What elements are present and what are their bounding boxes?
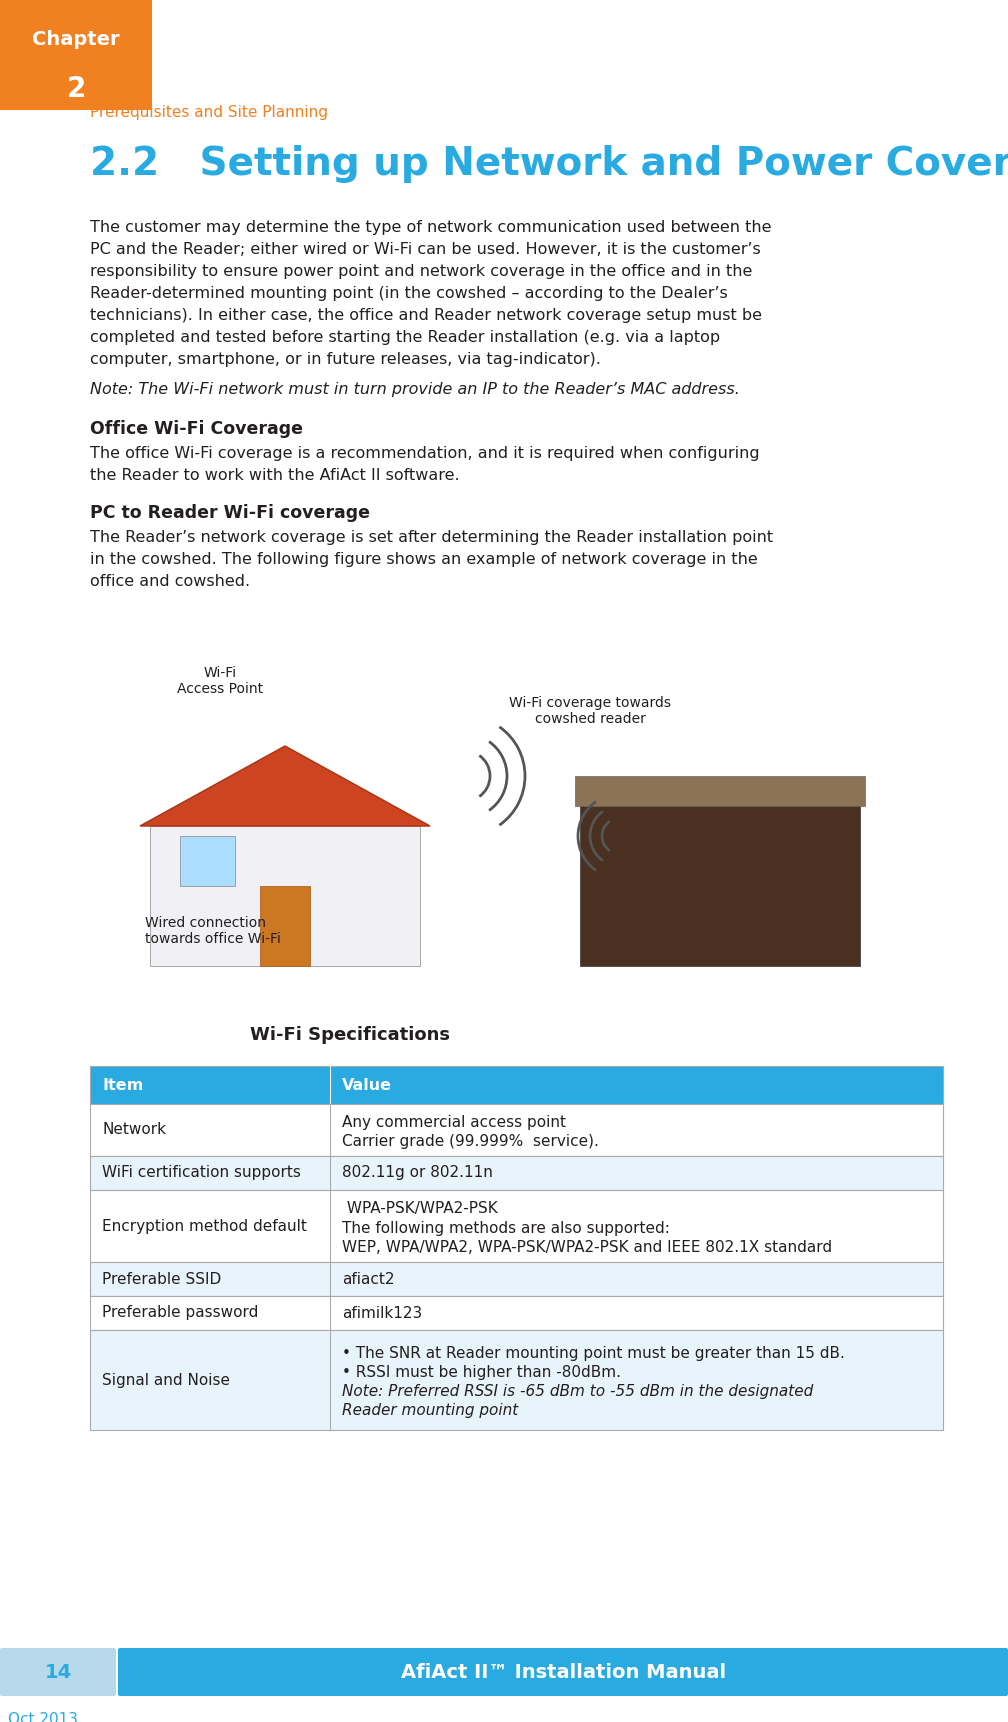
Text: Network: Network [102, 1123, 166, 1138]
Bar [90, 1329, 943, 1429]
Text: Wi-Fi coverage towards
cowshed reader: Wi-Fi coverage towards cowshed reader [509, 696, 671, 727]
Text: technicians). In either case, the office and Reader network coverage setup must : technicians). In either case, the office… [90, 308, 762, 324]
FancyBboxPatch shape [118, 1648, 1008, 1696]
Text: Wi-Fi
Access Point: Wi-Fi Access Point [177, 666, 263, 696]
Text: in the cowshed. The following figure shows an example of network coverage in the: in the cowshed. The following figure sho… [90, 553, 758, 567]
Polygon shape [140, 746, 430, 827]
Text: WPA-PSK/WPA2-PSK: WPA-PSK/WPA2-PSK [342, 1202, 498, 1216]
Text: Reader-determined mounting point (in the cowshed – according to the Dealer’s: Reader-determined mounting point (in the… [90, 286, 728, 301]
Bar [580, 785, 860, 966]
Text: Signal and Noise: Signal and Noise [102, 1372, 230, 1388]
Text: responsibility to ensure power point and network coverage in the office and in t: responsibility to ensure power point and… [90, 263, 752, 279]
Text: 802.11g or 802.11n: 802.11g or 802.11n [342, 1166, 493, 1181]
Text: The following methods are also supported:: The following methods are also supported… [342, 1221, 670, 1235]
Text: Oct 2013: Oct 2013 [8, 1712, 78, 1722]
Text: Value: Value [342, 1078, 392, 1092]
Text: Encryption method default: Encryption method default [102, 1219, 306, 1233]
Text: office and cowshed.: office and cowshed. [90, 573, 250, 589]
Text: Note: The Wi-Fi network must in turn provide an IP to the Reader’s MAC address.: Note: The Wi-Fi network must in turn pro… [90, 382, 740, 398]
Bar [575, 777, 865, 806]
Bar [260, 887, 310, 966]
Text: PC and the Reader; either wired or Wi-Fi can be used. However, it is the custome: PC and the Reader; either wired or Wi-Fi… [90, 243, 761, 257]
Text: Office Wi-Fi Coverage: Office Wi-Fi Coverage [90, 420, 303, 437]
Bar [90, 1190, 943, 1262]
Text: • The SNR at Reader mounting point must be greater than 15 dB.: • The SNR at Reader mounting point must … [342, 1347, 845, 1360]
Text: computer, smartphone, or in future releases, via tag-indicator).: computer, smartphone, or in future relea… [90, 351, 601, 367]
Bar [180, 835, 235, 887]
Text: afiact2: afiact2 [342, 1271, 394, 1286]
Text: 2.2   Setting up Network and Power Coverage: 2.2 Setting up Network and Power Coverag… [90, 145, 1008, 183]
Text: Reader mounting point: Reader mounting point [342, 1403, 518, 1417]
Text: AfiAct II™ Installation Manual: AfiAct II™ Installation Manual [401, 1662, 727, 1681]
Text: 2: 2 [67, 76, 86, 103]
FancyBboxPatch shape [0, 1648, 116, 1696]
Text: The office Wi-Fi coverage is a recommendation, and it is required when configuri: The office Wi-Fi coverage is a recommend… [90, 446, 760, 461]
Bar [90, 1262, 943, 1297]
Text: Prerequisites and Site Planning: Prerequisites and Site Planning [90, 105, 328, 121]
Text: completed and tested before starting the Reader installation (e.g. via a laptop: completed and tested before starting the… [90, 331, 720, 344]
Text: The Reader’s network coverage is set after determining the Reader installation p: The Reader’s network coverage is set aft… [90, 530, 773, 544]
Text: WEP, WPA/WPA2, WPA-PSK/WPA2-PSK and IEEE 802.1X standard: WEP, WPA/WPA2, WPA-PSK/WPA2-PSK and IEEE… [342, 1240, 833, 1255]
Bar [90, 1297, 943, 1329]
Text: afimilk123: afimilk123 [342, 1305, 422, 1321]
Text: Preferable password: Preferable password [102, 1305, 258, 1321]
Text: • RSSI must be higher than -80dBm.: • RSSI must be higher than -80dBm. [342, 1366, 621, 1379]
Bar [90, 1066, 943, 1104]
Text: Carrier grade (99.999%  service).: Carrier grade (99.999% service). [342, 1135, 599, 1149]
Text: Wired connection
towards office Wi-Fi: Wired connection towards office Wi-Fi [145, 916, 281, 945]
Text: WiFi certification supports: WiFi certification supports [102, 1166, 300, 1181]
Text: Note: Preferred RSSI is -65 dBm to -55 dBm in the designated: Note: Preferred RSSI is -65 dBm to -55 d… [342, 1384, 813, 1398]
Text: the Reader to work with the AfiAct II software.: the Reader to work with the AfiAct II so… [90, 468, 460, 482]
Bar [90, 1104, 943, 1155]
Text: PC to Reader Wi-Fi coverage: PC to Reader Wi-Fi coverage [90, 505, 370, 522]
Text: The customer may determine the type of network communication used between the: The customer may determine the type of n… [90, 220, 771, 234]
Text: Preferable SSID: Preferable SSID [102, 1271, 221, 1286]
Text: Item: Item [102, 1078, 143, 1092]
Bar [150, 827, 420, 966]
Text: Wi-Fi Specifications: Wi-Fi Specifications [250, 1026, 450, 1044]
Bar [90, 1155, 943, 1190]
Text: 14: 14 [44, 1662, 72, 1681]
Text: Any commercial access point: Any commercial access point [342, 1116, 566, 1130]
Bar [0, 0, 152, 110]
Text: Chapter: Chapter [32, 29, 120, 48]
